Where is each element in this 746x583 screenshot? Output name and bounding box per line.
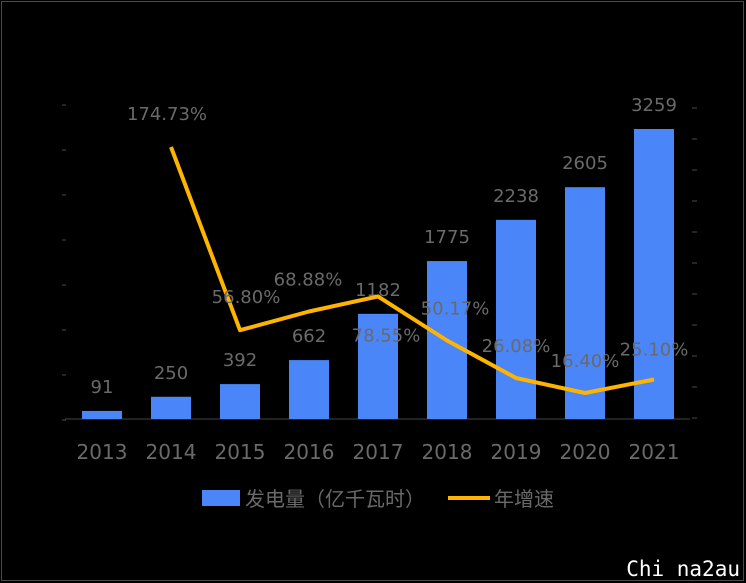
line-value-label: 25.10% [620, 339, 689, 360]
bar [82, 410, 122, 419]
x-tick-label: 2013 [77, 440, 128, 464]
bar-value-label: 3259 [631, 95, 677, 116]
bar [565, 187, 605, 419]
x-tick-label: 2016 [284, 440, 335, 464]
bar [289, 360, 329, 419]
x-tick-labels: 2013 2014 2015 2016 2017 2018 2019 2020 2021 [77, 440, 680, 464]
bar [358, 313, 398, 419]
x-tick-label: 2019 [491, 440, 542, 464]
bar-value-label: 2605 [562, 153, 608, 174]
bar-value-label: 662 [292, 326, 326, 347]
line-value-label: 68.88% [274, 269, 343, 290]
line-value-labels: 174.73% 56.80%68.88% 78.55%50.17% 26.08%16.… [127, 104, 688, 372]
legend-bar-label: 发电量（亿千瓦时） [245, 487, 425, 511]
legend-line-label: 年增速 [494, 487, 554, 511]
legend: 发电量（亿千瓦时） 年增速 [202, 487, 554, 511]
bar-series [82, 129, 674, 419]
line-value-label: 50.17% [421, 299, 490, 320]
bar-value-label: 250 [154, 363, 188, 384]
line-value-label: 16.40% [551, 351, 620, 372]
bar [151, 396, 191, 419]
x-tick-label: 2017 [353, 440, 404, 464]
growth-line [169, 146, 655, 395]
x-tick-label: 2021 [629, 440, 680, 464]
bar-value-labels: 91 250 392 662 1182 1775 2238 2605 3259 [91, 95, 677, 398]
bar-value-label: 1182 [355, 280, 401, 301]
right-axis-ticks [692, 107, 697, 419]
x-tick-label: 2020 [560, 440, 611, 464]
x-tick-label: 2014 [146, 440, 197, 464]
bar [220, 384, 260, 419]
left-axis-ticks [62, 104, 66, 421]
bar-value-label: 392 [223, 350, 257, 371]
bar-value-label: 1775 [424, 227, 470, 248]
bar [634, 129, 674, 419]
x-tick-label: 2015 [215, 440, 266, 464]
line-value-label: 78.55% [352, 325, 421, 346]
line-value-label: 26.08% [482, 336, 551, 357]
line-value-label: 56.80% [212, 287, 281, 308]
bar-value-label: 91 [91, 377, 114, 398]
bar-value-label: 2238 [493, 186, 539, 207]
legend-bar-swatch [202, 490, 240, 506]
watermark: Chi na2au [626, 557, 740, 581]
line-value-label: 174.73% [127, 104, 207, 125]
bar [496, 219, 536, 419]
x-tick-label: 2018 [422, 440, 473, 464]
